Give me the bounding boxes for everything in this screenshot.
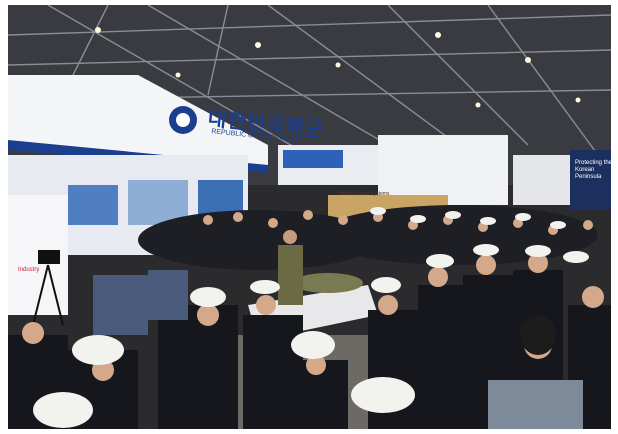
exhibition-photo bbox=[8, 5, 611, 429]
right-sign bbox=[570, 150, 611, 210]
video-camera bbox=[38, 250, 60, 264]
camera-tripod bbox=[32, 264, 64, 326]
right-booth bbox=[513, 155, 573, 205]
booth-display-panel bbox=[128, 180, 188, 225]
center-banner-text: Hanwha Land Systems bbox=[338, 191, 390, 197]
woman-grey-jacket bbox=[488, 380, 583, 429]
back-booth-sign bbox=[283, 150, 343, 168]
foreground-uniforms bbox=[8, 270, 611, 429]
right-sign-text: Protecting the Korean Peninsula bbox=[575, 160, 611, 180]
soldier-camouflage bbox=[278, 245, 303, 305]
displayed-gear bbox=[293, 273, 363, 293]
photo-frame: 대한민국해군 REPUBLIC OF KOREA NAVY Protecting… bbox=[8, 5, 611, 429]
cameramen bbox=[93, 270, 188, 335]
left-sign-text: Industry bbox=[18, 267, 40, 273]
booth-display-screen bbox=[68, 185, 118, 225]
ceiling-lights bbox=[95, 27, 581, 108]
naval-caps bbox=[33, 244, 589, 428]
crowd-caps bbox=[370, 207, 566, 229]
center-booth bbox=[378, 135, 508, 205]
